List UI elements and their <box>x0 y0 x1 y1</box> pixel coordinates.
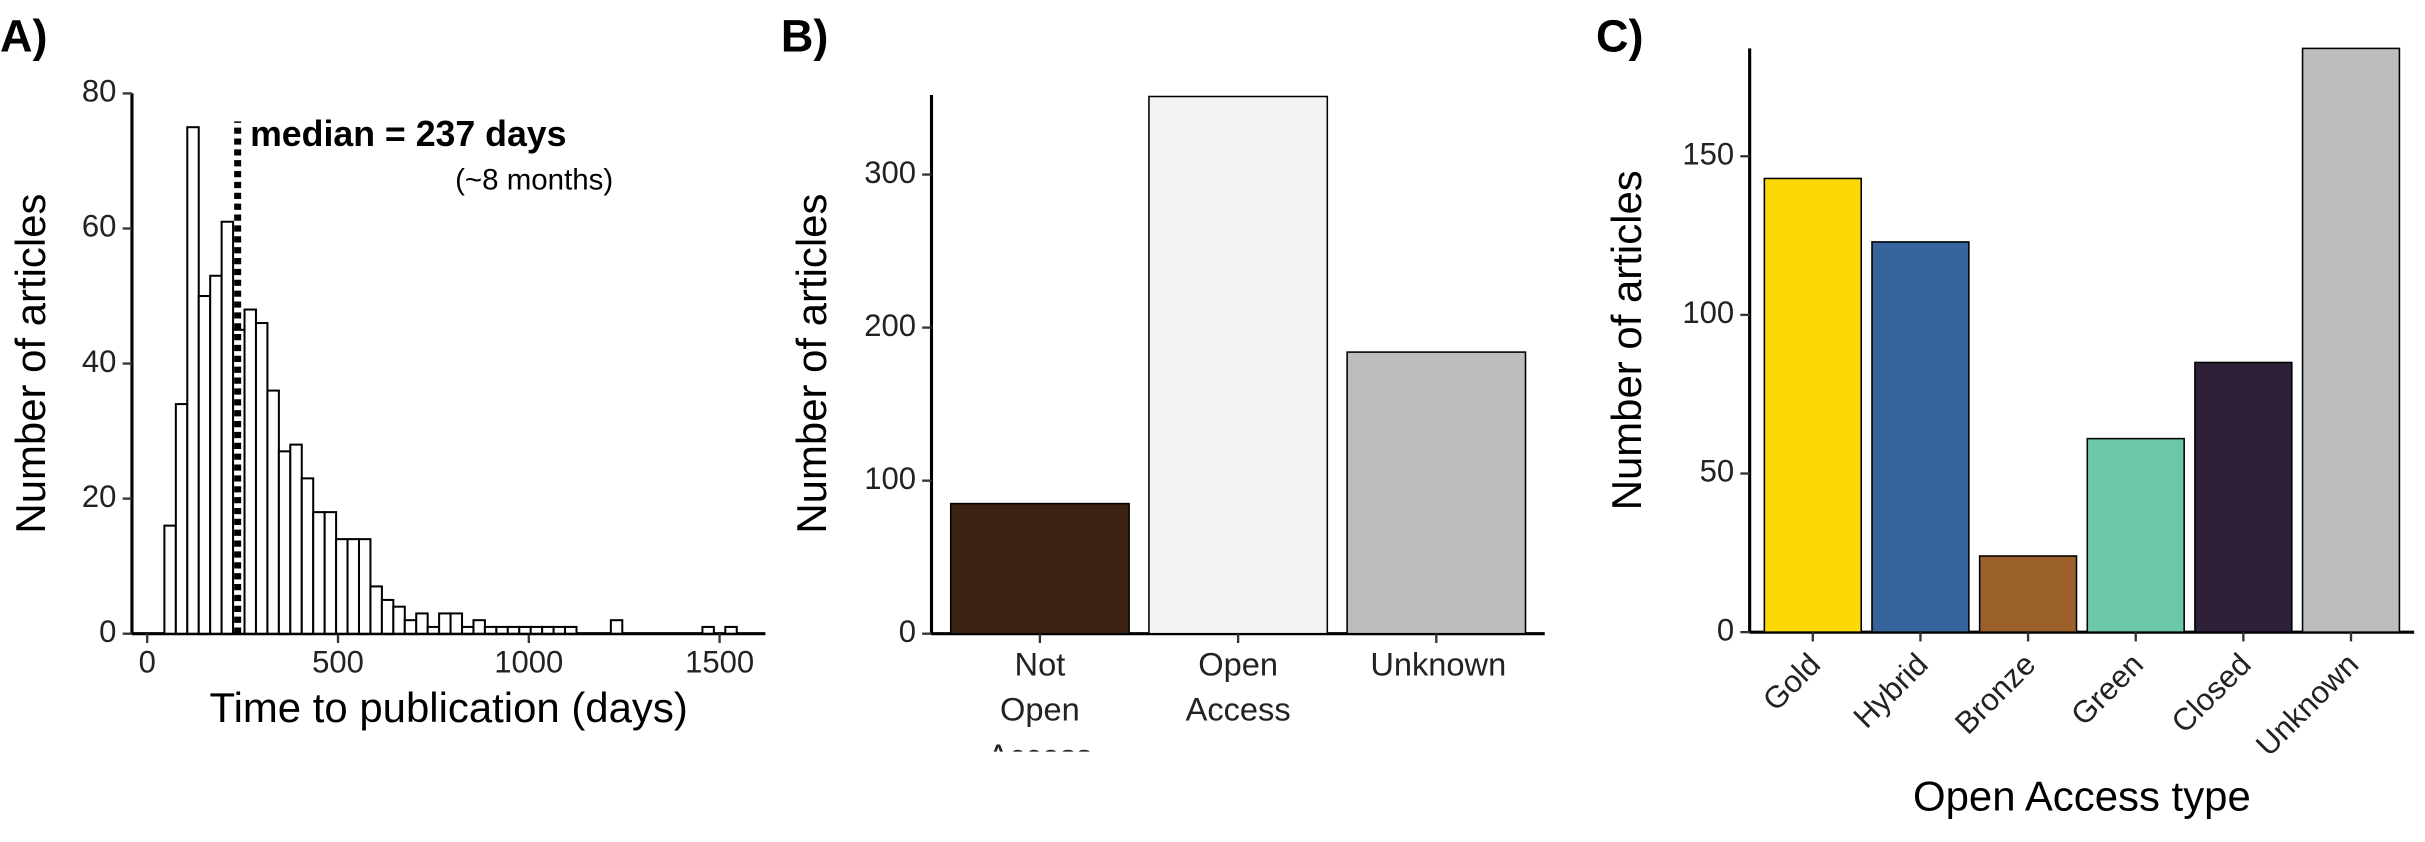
x-axis-title: Open Access type <box>1913 773 2251 820</box>
histogram-bar <box>163 524 177 635</box>
histogram-bar <box>220 220 235 635</box>
histogram-bar <box>541 625 555 635</box>
y-axis-title: Number of articles <box>1603 170 1650 510</box>
histogram-bar <box>186 126 200 635</box>
bar <box>1871 241 1970 633</box>
histogram-bar <box>552 625 567 635</box>
bar <box>1763 177 1863 633</box>
histogram-bar <box>254 322 269 635</box>
y-tick-label: 100 <box>1682 295 1734 330</box>
x-tick-label: Unknown <box>1370 647 1507 684</box>
histogram-bar <box>277 450 292 635</box>
x-tick-label: 1000 <box>494 645 563 680</box>
bar <box>2301 47 2401 633</box>
bar <box>949 502 1130 635</box>
histogram-bar <box>392 605 406 635</box>
x-tick-label-box: Unknown <box>1370 647 1507 684</box>
y-axis-title: Number of articles <box>788 194 835 534</box>
histogram-bar <box>289 443 303 635</box>
histogram-bar <box>243 308 257 635</box>
histogram-bar <box>209 274 223 635</box>
histogram-bar <box>403 619 418 635</box>
histogram-bar <box>335 538 349 635</box>
x-tick-label: Gold <box>1756 646 1827 717</box>
y-tick-label: 80 <box>82 74 117 109</box>
histogram-bar <box>266 389 280 635</box>
x-tick-label-box: Not Open Access <box>987 647 1092 752</box>
x-tick-label: Hybrid <box>1847 646 1935 734</box>
histogram-bar <box>369 585 383 635</box>
bar <box>2194 361 2293 633</box>
x-tick-label: Green <box>2064 646 2150 732</box>
panel-label: C) <box>1596 11 1644 62</box>
y-tick-label: 0 <box>1717 612 1734 647</box>
histogram-bar <box>197 295 212 635</box>
histogram-bar <box>609 619 624 635</box>
x-tick-label: 500 <box>312 645 364 680</box>
x-tick-label: 1500 <box>685 645 754 680</box>
histogram-bar <box>174 403 189 635</box>
x-tick-label: 0 <box>139 645 156 680</box>
y-tick-label: 50 <box>1700 454 1735 489</box>
histogram-bar <box>438 612 452 635</box>
histogram-bar <box>449 612 464 635</box>
histogram-bar <box>483 625 498 635</box>
y-tick-label: 40 <box>82 344 117 379</box>
y-tick-label: 60 <box>82 209 117 244</box>
histogram-bar <box>380 598 395 635</box>
x-tick-label: Not Open Access <box>987 647 1092 752</box>
x-tick-label: Bronze <box>1948 646 2042 740</box>
x-tick-label-box: Open Access <box>1185 647 1291 730</box>
histogram-bar <box>564 625 578 635</box>
histogram-bar <box>323 511 338 635</box>
x-tick-label: Open Access <box>1185 647 1291 730</box>
y-tick-label: 150 <box>1682 136 1734 171</box>
y-tick-label: 0 <box>899 614 916 649</box>
histogram-bar <box>701 625 715 635</box>
median-annotation: median = 237 days <box>250 114 566 154</box>
histogram-bar <box>506 625 521 635</box>
histogram-bar <box>346 538 361 635</box>
histogram-bar <box>495 625 509 635</box>
histogram-bar <box>312 511 326 635</box>
bar <box>1148 95 1329 635</box>
histogram-bar <box>461 625 475 635</box>
x-tick-label: Unknown <box>2249 646 2365 762</box>
y-tick-label: 20 <box>82 479 117 514</box>
y-tick-label: 100 <box>864 461 916 496</box>
y-tick-label: 300 <box>864 155 916 190</box>
histogram-bar <box>300 477 315 635</box>
histogram-bar <box>529 625 544 635</box>
histogram-bar <box>724 625 738 635</box>
y-tick-label: 0 <box>99 614 116 649</box>
histogram-bar <box>357 538 372 635</box>
histogram-bar <box>426 625 441 635</box>
x-tick-label: Closed <box>2165 646 2258 739</box>
histogram-bar <box>518 625 532 635</box>
panel-label: A) <box>0 11 48 62</box>
bar <box>1346 351 1527 635</box>
median-annotation-sub: (~8 months) <box>455 164 613 197</box>
bar <box>2086 437 2185 633</box>
y-axis-title: Number of articles <box>7 194 54 534</box>
y-tick-label: 200 <box>864 308 916 343</box>
histogram-bar <box>472 619 486 635</box>
x-axis-title: Time to publication (days) <box>210 684 688 731</box>
histogram-bar <box>415 612 429 635</box>
bar <box>1978 555 2078 633</box>
panel-label: B) <box>781 11 829 62</box>
